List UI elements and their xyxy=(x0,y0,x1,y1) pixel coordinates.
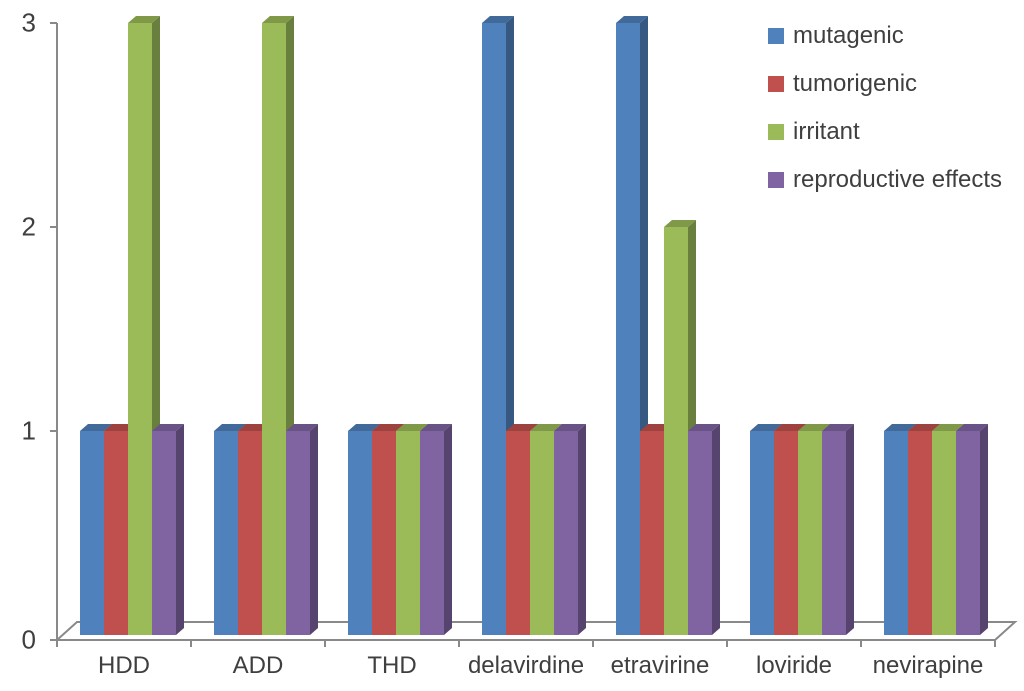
bar-HDD-tumorigenic xyxy=(104,431,128,635)
x-category-label-THD: THD xyxy=(367,652,417,679)
legend-swatch-reproductive-effects xyxy=(768,172,784,188)
bar-etravirine-tumorigenic xyxy=(640,431,664,635)
legend-label-irritant: irritant xyxy=(793,118,860,145)
bar-HDD-irritant-top xyxy=(128,16,160,23)
bar-THD-irritant xyxy=(396,431,420,635)
bar-nevirapine-tumorigenic-top xyxy=(908,424,940,431)
bar-ADD-mutagenic-top xyxy=(214,424,246,431)
bar-loviride-mutagenic-top xyxy=(750,424,782,431)
bar-loviride-reproductive-effects-top xyxy=(822,424,854,431)
bar-HDD-reproductive-effects-side xyxy=(176,424,184,635)
bar-HDD-irritant xyxy=(128,23,152,635)
legend-item-tumorigenic: tumorigenic xyxy=(768,70,1002,98)
legend-swatch-tumorigenic xyxy=(768,76,784,92)
bar-delavirdine-reproductive-effects xyxy=(554,431,578,635)
legend-item-reproductive-effects: reproductive effects xyxy=(768,166,1002,194)
bar-THD-mutagenic-top xyxy=(348,424,380,431)
bar-etravirine-irritant xyxy=(664,227,688,635)
x-category-label-delavirdine: delavirdine xyxy=(467,652,585,679)
y-tick-label-3: 3 xyxy=(21,7,36,38)
legend-label-reproductive-effects: reproductive effects xyxy=(793,166,1003,193)
bar-delavirdine-irritant-top xyxy=(530,424,562,431)
bar-loviride-reproductive-effects-side xyxy=(846,424,854,635)
x-category-label-HDD: HDD xyxy=(98,652,150,679)
bar-etravirine-reproductive-effects-top xyxy=(688,424,720,431)
legend-swatch-irritant xyxy=(768,124,784,140)
bar-THD-reproductive-effects-top xyxy=(420,424,452,431)
x-category-label-etravirine: etravirine xyxy=(610,652,710,679)
bar-ADD-reproductive-effects-top xyxy=(286,424,318,431)
bar-loviride-irritant-top xyxy=(798,424,830,431)
bar-THD-reproductive-effects-side xyxy=(444,424,452,635)
x-category-label-nevirapine: nevirapine xyxy=(872,652,984,679)
bar-ADD-irritant xyxy=(262,23,286,635)
bar-etravirine-irritant-top xyxy=(664,220,696,227)
bar-nevirapine-irritant-top xyxy=(932,424,964,431)
bar-HDD-reproductive-effects xyxy=(152,431,176,635)
bar-loviride-tumorigenic xyxy=(774,431,798,635)
bar-delavirdine-tumorigenic xyxy=(506,431,530,635)
bar-delavirdine-reproductive-effects-top xyxy=(554,424,586,431)
bar-ADD-tumorigenic xyxy=(238,431,262,635)
x-category-label-ADD: ADD xyxy=(232,652,284,679)
legend-label-tumorigenic: tumorigenic xyxy=(793,70,918,97)
bar-HDD-mutagenic-top xyxy=(80,424,112,431)
legend-swatch-mutagenic xyxy=(768,28,784,44)
bar-ADD-mutagenic xyxy=(214,431,238,635)
bar-HDD-reproductive-effects-top xyxy=(152,424,184,431)
bar-delavirdine-reproductive-effects-side xyxy=(578,424,586,635)
bar-nevirapine-irritant xyxy=(932,431,956,635)
bar-nevirapine-reproductive-effects-side xyxy=(980,424,988,635)
x-category-label-loviride: loviride xyxy=(755,652,833,679)
bar-delavirdine-irritant xyxy=(530,431,554,635)
legend-item-mutagenic: mutagenic xyxy=(768,22,1002,50)
legend-label-mutagenic: mutagenic xyxy=(793,22,904,49)
bar-THD-irritant-top xyxy=(396,424,428,431)
bar-THD-mutagenic xyxy=(348,431,372,635)
bar-nevirapine-mutagenic xyxy=(884,431,908,635)
y-tick-label-1: 1 xyxy=(21,415,36,446)
bar-delavirdine-mutagenic-top xyxy=(482,16,514,23)
bar-loviride-mutagenic xyxy=(750,431,774,635)
legend: mutagenic tumorigenic irritant reproduct… xyxy=(768,22,1002,194)
bar-delavirdine-mutagenic xyxy=(482,23,506,635)
bar-ADD-reproductive-effects-side xyxy=(310,424,318,635)
bar-etravirine-reproductive-effects-side xyxy=(712,424,720,635)
bar-delavirdine-tumorigenic-top xyxy=(506,424,538,431)
bar-loviride-tumorigenic-top xyxy=(774,424,806,431)
y-tick-label-0: 0 xyxy=(21,624,36,655)
bar-nevirapine-reproductive-effects xyxy=(956,431,980,635)
bar-etravirine-mutagenic-top xyxy=(616,16,648,23)
bar-HDD-mutagenic xyxy=(80,431,104,635)
legend-item-irritant: irritant xyxy=(768,118,1002,146)
y-tick-label-2: 2 xyxy=(21,211,36,242)
bar-THD-tumorigenic-top xyxy=(372,424,404,431)
bar-nevirapine-reproductive-effects-top xyxy=(956,424,988,431)
bar-etravirine-reproductive-effects xyxy=(688,431,712,635)
bar-nevirapine-mutagenic-top xyxy=(884,424,916,431)
bar-etravirine-mutagenic xyxy=(616,23,640,635)
bar-ADD-reproductive-effects xyxy=(286,431,310,635)
bar-nevirapine-tumorigenic xyxy=(908,431,932,635)
bar-ADD-irritant-top xyxy=(262,16,294,23)
bar-loviride-irritant xyxy=(798,431,822,635)
bar-loviride-reproductive-effects xyxy=(822,431,846,635)
bar-THD-reproductive-effects xyxy=(420,431,444,635)
bar-THD-tumorigenic xyxy=(372,431,396,635)
